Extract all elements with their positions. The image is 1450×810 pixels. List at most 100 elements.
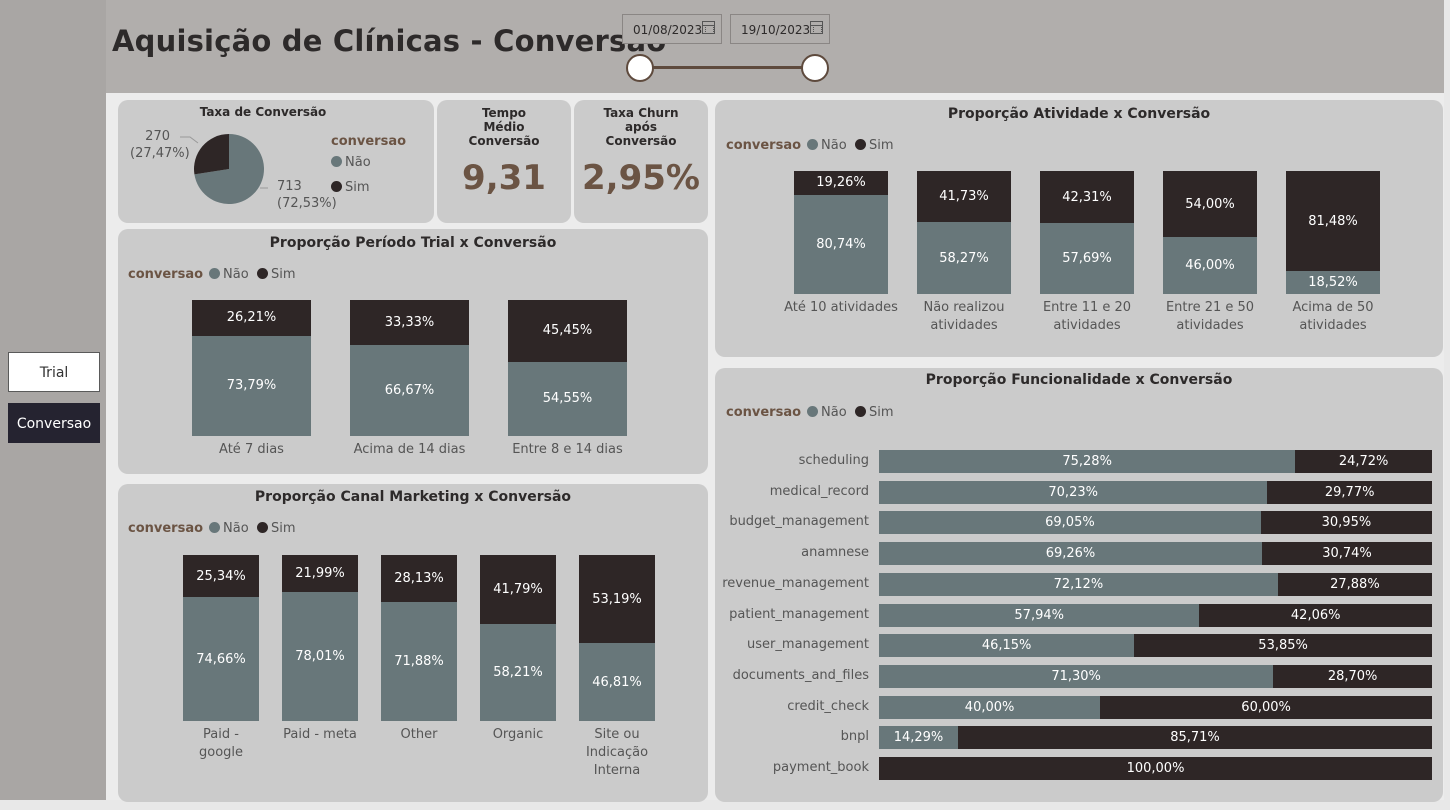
bar-segment-nao[interactable]: 69,05% xyxy=(879,511,1261,535)
bar-segment-sim[interactable]: 54,00% xyxy=(1163,171,1257,238)
churn-kpi-value: 2,95% xyxy=(582,158,700,198)
bar-segment-nao[interactable]: 80,74% xyxy=(794,194,888,294)
legend-dot-sim xyxy=(256,268,268,279)
activity-legend: conversao Não Sim xyxy=(726,138,894,153)
bar-segment-nao[interactable]: 72,12% xyxy=(879,572,1278,596)
category-label: Organic xyxy=(492,727,544,742)
bar-segment-sim[interactable]: 53,85% xyxy=(1134,634,1432,658)
bar-segment-nao[interactable]: 75,28% xyxy=(879,450,1296,473)
feature-category-label: revenue_management xyxy=(722,575,869,591)
pie-label-nao: 713 (72,53%) xyxy=(277,178,337,212)
bar-segment-sim[interactable]: 28,13% xyxy=(381,555,457,602)
bar-segment-sim[interactable]: 41,79% xyxy=(480,555,556,625)
bar-segment-sim[interactable]: 26,21% xyxy=(192,300,311,336)
marketing-channel-panel: Proporção Canal Marketing x Conversão co… xyxy=(118,484,708,802)
date-range-start-handle[interactable] xyxy=(626,54,654,82)
bar-segment-nao[interactable]: 18,52% xyxy=(1286,271,1380,294)
activity-title: Proporção Atividade x Conversão xyxy=(947,106,1211,122)
bar-segment-nao[interactable]: 46,15% xyxy=(879,634,1135,658)
bar-segment-nao[interactable]: 57,94% xyxy=(879,603,1200,627)
bar-segment-sim[interactable]: 29,77% xyxy=(1267,480,1432,504)
bar-segment-nao[interactable]: 46,81% xyxy=(579,643,655,721)
bar-segment-sim[interactable]: 42,31% xyxy=(1040,171,1134,224)
bar-segment-sim[interactable]: 81,48% xyxy=(1286,171,1380,272)
category-label: Paid - google xyxy=(198,727,244,760)
pie-legend-sim-label: Sim xyxy=(345,180,370,195)
feature-category-label: scheduling xyxy=(798,453,869,468)
bar-segment-sim[interactable]: 85,71% xyxy=(958,726,1432,750)
bar-segment-nao[interactable]: 58,27% xyxy=(917,222,1011,294)
bar-segment-nao[interactable]: 69,26% xyxy=(879,542,1262,566)
feature-category-label: documents_and_files xyxy=(732,667,869,683)
bar-segment-sim[interactable]: 30,95% xyxy=(1260,511,1432,535)
pie-leader-lines xyxy=(180,136,268,189)
activity-legend-sim: Sim xyxy=(868,138,894,153)
calendar-icon[interactable] xyxy=(810,21,823,34)
bar-segment-nao[interactable]: 58,21% xyxy=(480,624,556,721)
bar-segment-sim[interactable]: 42,06% xyxy=(1199,603,1432,627)
category-label: Entre 11 e 20 atividades xyxy=(1042,300,1132,333)
bar-segment-nao[interactable]: 74,66% xyxy=(183,597,259,721)
pie-legend: conversao Não Sim xyxy=(331,134,406,195)
pie-label-nao-pct: (72,53%) xyxy=(277,196,337,211)
bar-segment-sim[interactable]: 53,19% xyxy=(579,555,655,644)
end-date-value: 19/10/2023 xyxy=(741,23,811,37)
bar-segment-sim[interactable]: 45,45% xyxy=(508,300,627,362)
trial-legend-nao: Não xyxy=(223,267,249,282)
start-date-value: 01/08/2023 xyxy=(633,23,703,37)
pie-legend-title: conversao xyxy=(331,134,407,149)
bar-segment-nao[interactable]: 71,88% xyxy=(381,601,457,721)
avg-time-kpi-value: 9,31 xyxy=(462,158,546,198)
bar-segment-sim[interactable]: 28,70% xyxy=(1273,664,1432,688)
bar-segment-nao[interactable]: 57,69% xyxy=(1040,223,1134,294)
conversao-page-button[interactable]: Conversao xyxy=(8,403,100,443)
bar-segment-sim[interactable]: 41,73% xyxy=(917,171,1011,223)
bar-segment-sim[interactable]: 60,00% xyxy=(1100,695,1432,719)
feature-category-label: payment_book xyxy=(772,760,869,775)
category-label: Até 7 dias xyxy=(219,442,284,457)
bar-segment-sim[interactable]: 19,26% xyxy=(794,171,888,195)
bar-segment-sim[interactable]: 24,72% xyxy=(1295,450,1432,473)
start-date-input[interactable]: 01/08/2023 xyxy=(622,14,722,44)
category-label: Até 10 atividades xyxy=(784,300,898,315)
bar-segment-sim[interactable]: 27,88% xyxy=(1277,572,1432,596)
left-navigation-bar xyxy=(0,0,106,800)
avg-time-kpi-card: Tempo Médio Conversão 9,31 xyxy=(437,100,571,223)
bar-segment-sim[interactable]: 33,33% xyxy=(350,300,469,346)
bar-segment-nao[interactable]: 40,00% xyxy=(879,695,1101,719)
date-range-slider-track[interactable] xyxy=(640,66,816,69)
bar-segment-nao[interactable]: 54,55% xyxy=(508,361,627,436)
calendar-icon[interactable] xyxy=(702,21,715,34)
bar-segment-nao[interactable]: 70,23% xyxy=(879,480,1268,504)
feature-category-label: bnpl xyxy=(840,729,869,745)
bar-segment-nao[interactable]: 71,30% xyxy=(879,664,1274,688)
trial-period-title: Proporção Período Trial x Conversão xyxy=(269,235,557,251)
bar-segment-nao[interactable]: 14,29% xyxy=(879,726,959,750)
bar-segment-nao[interactable]: 78,01% xyxy=(282,591,358,721)
bar-segment-sim[interactable]: 100,00% xyxy=(879,757,1432,780)
category-label: Acima de 50 atividades xyxy=(1292,300,1374,333)
pie-label-nao-value: 713 xyxy=(277,179,302,194)
pie-legend-nao-label: Não xyxy=(345,155,371,170)
bar-segment-sim[interactable]: 21,99% xyxy=(282,555,358,592)
trial-page-button[interactable]: Trial xyxy=(8,352,100,392)
category-label: Other xyxy=(400,727,438,742)
pie-slice-nao xyxy=(194,134,264,204)
feature-category-label: budget_management xyxy=(729,514,869,530)
feature-category-label: credit_check xyxy=(787,698,869,714)
bar-segment-nao[interactable]: 46,00% xyxy=(1163,237,1257,294)
marketing-legend-sim: Sim xyxy=(270,521,296,536)
feature-legend-sim: Sim xyxy=(868,405,894,420)
bar-segment-nao[interactable]: 73,79% xyxy=(192,335,311,436)
conversion-rate-panel: Taxa de Conversão 270 (27,47%) 713 (72,5… xyxy=(118,100,434,223)
feature-legend-nao: Não xyxy=(821,405,847,420)
bar-segment-sim[interactable]: 25,34% xyxy=(183,555,259,598)
date-range-end-handle[interactable] xyxy=(801,54,829,82)
bar-segment-sim[interactable]: 30,74% xyxy=(1262,542,1432,566)
conversion-rate-title: Taxa de Conversão xyxy=(199,105,327,119)
feature-legend-title: conversao xyxy=(726,405,802,420)
pie-legend-sim: Sim xyxy=(331,180,406,195)
pie-legend-nao: Não xyxy=(331,155,406,170)
end-date-input[interactable]: 19/10/2023 xyxy=(730,14,830,44)
bar-segment-nao[interactable]: 66,67% xyxy=(350,345,469,436)
